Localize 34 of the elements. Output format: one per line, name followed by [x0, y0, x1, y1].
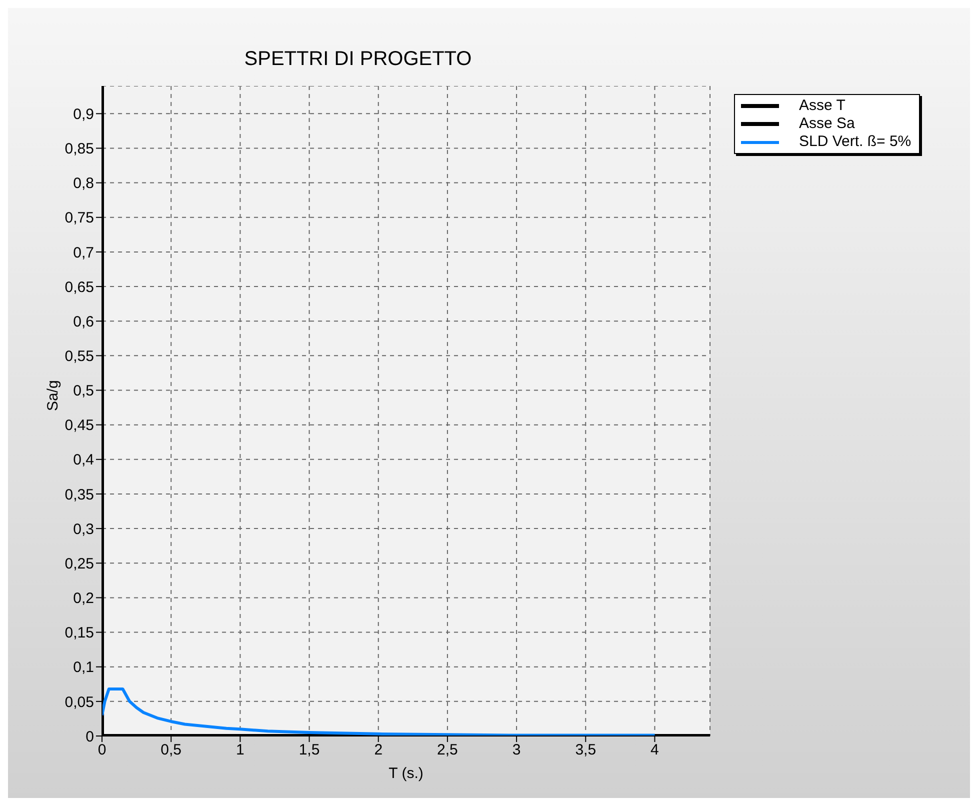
y-tick-label: 0,75 [64, 210, 94, 227]
legend-label: SLD Vert. ß= 5% [799, 133, 912, 151]
x-tick-label: 2,5 [437, 742, 458, 759]
x-tick-label: 0 [98, 742, 106, 759]
y-tick-label: 0,55 [64, 348, 94, 366]
y-tick-label: 0,6 [73, 313, 94, 330]
y-tick-label: 0,15 [64, 624, 94, 642]
y-axis-title: Sa/g [44, 380, 62, 411]
y-tick-label: 0,25 [64, 555, 94, 572]
legend-label: Asse T [799, 97, 846, 115]
legend-label: Asse Sa [799, 115, 855, 133]
y-tick-label: 0,05 [64, 694, 94, 711]
x-tick-label: 1,5 [298, 742, 320, 759]
x-tick-label: 0,5 [160, 742, 182, 759]
x-tick-label: 1 [236, 742, 244, 759]
x-tick-label: 4 [650, 742, 659, 759]
y-tick-label: 0,4 [73, 452, 94, 469]
y-tick-label: 0,45 [64, 417, 94, 434]
x-tick-label: 2 [374, 742, 383, 759]
chart-title: SPETTRI DI PROGETTO [243, 48, 473, 71]
y-tick-label: 0,9 [73, 106, 94, 123]
x-tick-label: 3,5 [575, 742, 596, 759]
x-tick-label: 3 [512, 742, 521, 759]
y-tick-label: 0 [86, 728, 94, 746]
y-tick-label: 0,65 [64, 278, 94, 296]
y-tick-label: 0,7 [73, 244, 94, 262]
y-tick-label: 0,3 [73, 520, 94, 538]
y-tick-label: 0,35 [64, 486, 94, 504]
y-tick-label: 0,1 [73, 659, 94, 676]
x-axis-title: T (s.) [388, 765, 424, 782]
y-tick-label: 0,85 [64, 140, 94, 158]
y-tick-label: 0,5 [73, 382, 94, 400]
y-tick-label: 0,2 [73, 590, 94, 608]
y-tick-label: 0,8 [73, 175, 94, 192]
